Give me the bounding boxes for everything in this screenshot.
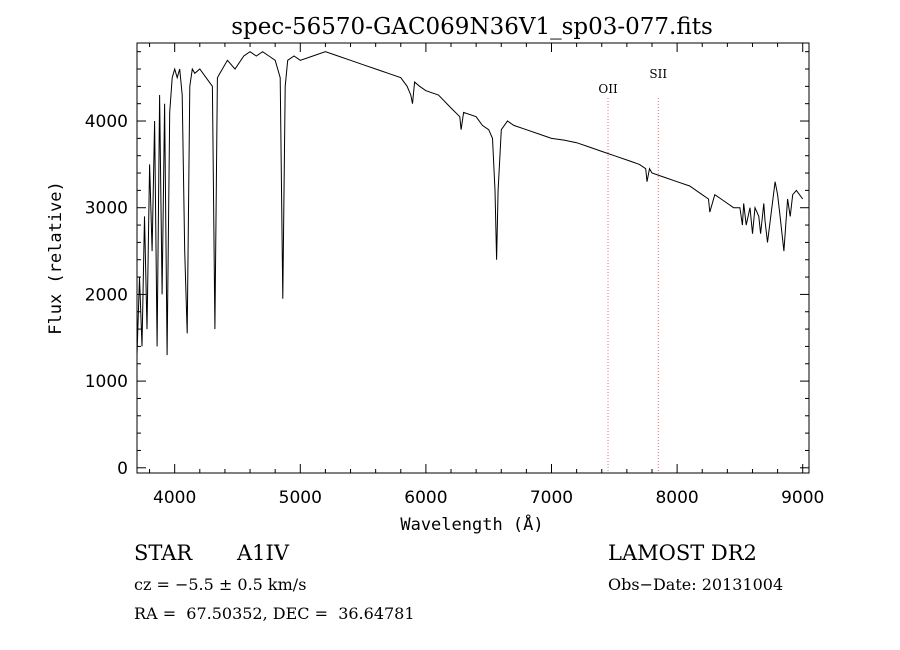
- marker-label-sii: SII: [649, 67, 667, 81]
- x-axis-label: Wavelength (Å): [400, 513, 543, 535]
- x-tick-label: 9000: [781, 488, 824, 508]
- marker-label-oii: OII: [598, 82, 618, 96]
- axis-ticks: [137, 43, 809, 473]
- observation-date: Obs−Date: 20131004: [608, 575, 784, 594]
- plot-frame: [136, 42, 810, 474]
- y-axis-label: Flux (relative): [46, 181, 66, 335]
- y-tick-label: 0: [117, 459, 128, 479]
- object-type: STAR: [134, 541, 193, 565]
- object-subclass: A1IV: [237, 541, 289, 565]
- x-tick-label: 8000: [655, 488, 698, 508]
- sky-coordinates: RA = 67.50352, DEC = 36.64781: [134, 604, 415, 623]
- redshift-cz: cz = −5.5 ± 0.5 km/s: [134, 575, 307, 594]
- x-tick-label: 6000: [404, 488, 447, 508]
- x-tick-label: 5000: [279, 488, 322, 508]
- y-tick-label: 3000: [85, 199, 128, 219]
- y-tick-label: 1000: [85, 372, 128, 392]
- chart-title: spec-56570-GAC069N36V1_sp03-077.fits: [231, 14, 713, 40]
- y-tick-label: 2000: [85, 285, 128, 305]
- spectrum-line: [136, 51, 804, 356]
- emission-line-markers: OII SII: [598, 67, 667, 473]
- axis-tick-labels: 4000 5000 6000 7000 8000 9000 0 1000 2000 3000 400…: [85, 112, 825, 508]
- x-tick-label: 7000: [530, 488, 573, 508]
- x-tick-label: 4000: [153, 488, 196, 508]
- survey-name: LAMOST DR2: [608, 541, 757, 565]
- y-tick-label: 4000: [85, 112, 128, 132]
